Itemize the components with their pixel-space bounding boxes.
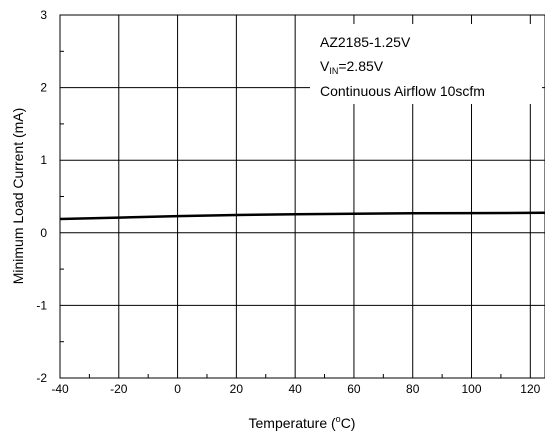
y-tick-label: 0 bbox=[40, 226, 47, 240]
y-tick-label: 3 bbox=[40, 8, 47, 22]
annotation-box bbox=[310, 24, 542, 104]
series-group bbox=[59, 211, 545, 221]
x-tick-label: 100 bbox=[461, 382, 481, 396]
x-tick-label: 120 bbox=[520, 382, 540, 396]
x-tick-label: -20 bbox=[110, 382, 128, 396]
annotation-line-1: AZ2185-1.25V bbox=[320, 34, 411, 50]
x-tick-label: 20 bbox=[230, 382, 244, 396]
y-tick-labels: -2 -1 0 1 2 3 bbox=[36, 8, 47, 385]
series-line bbox=[59, 211, 545, 221]
annotation-line-2: VIN=2.85V bbox=[320, 58, 384, 76]
y-tick-label: -2 bbox=[36, 371, 47, 385]
x-tick-label: 60 bbox=[347, 382, 361, 396]
y-tick-label: -1 bbox=[36, 298, 47, 312]
x-tick-label: -40 bbox=[51, 382, 69, 396]
x-axis-label: Temperature (oC) bbox=[249, 414, 356, 431]
x-tick-label: 80 bbox=[406, 382, 420, 396]
x-tick-labels: -40 -20 0 20 40 60 80 100 120 bbox=[51, 382, 540, 396]
y-tick-label: 2 bbox=[40, 81, 47, 95]
tick-marks bbox=[60, 50, 502, 378]
x-tick-label: 0 bbox=[174, 382, 181, 396]
y-axis-label: Minimum Load Current (mA) bbox=[10, 108, 26, 285]
x-tick-label: 40 bbox=[288, 382, 302, 396]
y-tick-label: 1 bbox=[40, 153, 47, 167]
annotation-line-3: Continuous Airflow 10scfm bbox=[320, 83, 485, 99]
